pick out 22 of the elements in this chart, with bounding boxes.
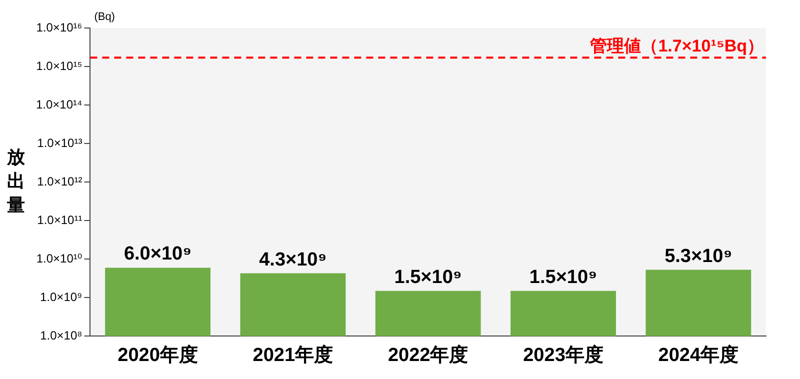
- data-label: 5.3×10⁹: [664, 246, 732, 267]
- data-label: 6.0×10⁹: [124, 244, 192, 265]
- x-tick-label: 2024年度: [658, 344, 739, 366]
- y-tick-label: 1.0×10¹⁴: [36, 97, 82, 112]
- y-tick-label: 1.0×10⁹: [40, 290, 82, 304]
- x-tick-label: 2021年度: [252, 344, 334, 366]
- y-tick-label: 1.0×10⁸: [40, 328, 82, 343]
- y-tick-label: 1.0×10¹⁶: [36, 20, 82, 34]
- data-label: 4.3×10⁹: [259, 249, 327, 270]
- y-tick-label: 1.0×10¹⁰: [36, 251, 82, 266]
- x-tick-label: 2022年度: [388, 344, 468, 366]
- y-tick-label: 1.0×10¹⁵: [36, 58, 82, 73]
- x-tick-label: 2020年度: [118, 344, 198, 366]
- data-label: 1.5×10⁹: [394, 266, 462, 288]
- ref-line-label: 管理値（1.7×10¹⁵Bq）: [589, 36, 764, 56]
- y-axis-title: 放出量: [6, 147, 26, 216]
- data-label: 1.5×10⁹: [529, 266, 598, 288]
- y-tick-label: 1.0×10¹¹: [37, 212, 82, 227]
- y-tick-label: 1.0×10¹²: [37, 174, 82, 188]
- x-tick-label: 2023年度: [523, 344, 604, 366]
- text: (Bq): [94, 11, 115, 23]
- y-tick-label: 1.0×10¹³: [37, 136, 82, 150]
